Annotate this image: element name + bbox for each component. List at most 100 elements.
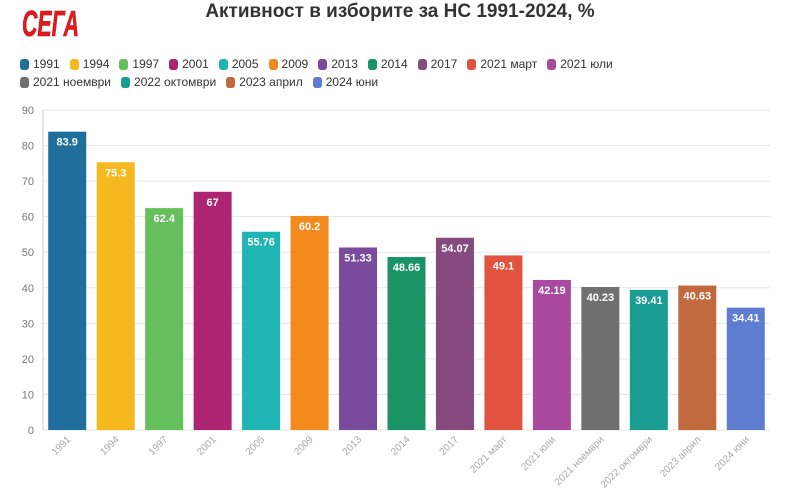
legend-label: 2021 юли (560, 57, 613, 71)
bar (484, 255, 523, 430)
x-tick-label: 2023 април (658, 434, 703, 479)
y-tick-label: 80 (22, 141, 34, 153)
x-tick-label: 2021 юли (519, 434, 558, 473)
x-tick-label: 2017 (438, 434, 462, 458)
bar (387, 256, 426, 430)
bar (435, 237, 474, 430)
legend-swatch (218, 58, 228, 70)
legend-swatch (226, 76, 236, 88)
legend-label: 2005 (231, 57, 259, 71)
y-tick-label: 0 (28, 425, 34, 437)
bar (48, 131, 87, 430)
data-label: 75.3 (105, 167, 126, 179)
legend-swatch (169, 58, 179, 70)
legend-item[interactable]: 2009 (268, 56, 309, 72)
bar (629, 289, 668, 430)
legend-item[interactable]: 2005 (218, 56, 259, 72)
legend-item[interactable]: 2023 април (226, 74, 303, 90)
chart-title: Активност в изборите за НС 1991-2024, % (205, 1, 595, 22)
legend-item[interactable]: 2022 октомври (121, 74, 216, 90)
data-label: 55.76 (247, 237, 275, 249)
y-tick-label: 60 (22, 212, 34, 224)
x-tick-label: 2005 (244, 434, 268, 458)
legend-swatch (318, 58, 328, 70)
data-label: 62.4 (153, 213, 175, 225)
bar (145, 208, 184, 430)
y-tick-label: 30 (22, 318, 34, 330)
x-tick-label: 2009 (292, 434, 316, 458)
legend-label: 2017 (430, 57, 458, 71)
legend-swatch (69, 58, 79, 70)
bar (581, 286, 620, 430)
x-tick-label: 2013 (341, 434, 365, 458)
legend-item[interactable]: 2013 (318, 56, 358, 72)
legend-item[interactable]: 2021 ноември (20, 74, 111, 90)
bar (96, 162, 135, 430)
legend-label: 2023 април (239, 75, 303, 89)
legend-swatch (467, 58, 477, 70)
bar (678, 285, 717, 430)
y-tick-label: 10 (22, 389, 34, 401)
legend-item[interactable]: 1997 (119, 56, 159, 72)
legend-swatch (119, 58, 129, 70)
legend-item[interactable]: 2021 юли (547, 56, 613, 72)
y-tick-label: 70 (22, 176, 34, 188)
data-label: 51.33 (344, 252, 372, 264)
legend-item[interactable]: 2021 март (467, 56, 537, 72)
legend-item[interactable]: 1991 (20, 56, 60, 72)
legend-item[interactable]: 2017 (417, 56, 458, 72)
legend-label: 1997 (132, 57, 160, 71)
legend-swatch (20, 76, 29, 88)
legend-item[interactable]: 2001 (169, 56, 209, 72)
y-tick-label: 20 (22, 354, 34, 366)
y-tick-label: 50 (22, 247, 34, 259)
x-tick-label: 2014 (389, 434, 413, 458)
x-tick-label: 2024 юни (713, 434, 752, 473)
legend-label: 1994 (82, 57, 110, 71)
legend-label: 2009 (281, 57, 309, 71)
legend-swatch (417, 58, 427, 70)
data-label: 49.1 (493, 260, 514, 272)
data-label: 48.66 (393, 262, 421, 274)
data-label: 42.19 (538, 285, 566, 297)
bar (193, 191, 232, 430)
data-label: 67 (207, 197, 219, 209)
x-tick-label: 1991 (50, 434, 74, 458)
logo-text: СЕГА (22, 4, 79, 42)
x-tick-label: 2021 март (468, 434, 510, 476)
legend-label: 2024 юни (325, 75, 379, 89)
legend-item[interactable]: 2024 юни (312, 74, 379, 90)
legend-item[interactable]: 1994 (69, 56, 110, 72)
x-tick-label: 2021 ноември (553, 434, 607, 488)
y-tick-label: 90 (22, 105, 34, 117)
legend-swatch (20, 58, 29, 70)
legend-label: 1991 (33, 57, 60, 71)
data-label: 39.41 (635, 295, 663, 307)
legend-label: 2021 ноември (33, 75, 112, 89)
legend-swatch (121, 76, 131, 88)
bar (726, 307, 765, 430)
x-tick-label: 2022 октомври (599, 434, 655, 490)
bar (532, 279, 571, 430)
x-tick-label: 2001 (195, 434, 219, 458)
y-tick-label: 40 (22, 283, 34, 295)
x-tick-label: 1994 (98, 434, 122, 458)
sega-logo: СЕГА (22, 3, 80, 45)
legend-swatch (547, 58, 557, 70)
data-label: 40.63 (684, 291, 712, 303)
legend-label: 2001 (182, 57, 209, 71)
x-tick-label: 1997 (147, 434, 171, 458)
legend-swatch (367, 58, 377, 70)
legend-label: 2014 (380, 57, 408, 71)
bar (339, 247, 378, 430)
data-label: 34.41 (732, 313, 760, 325)
legend-label: 2022 октомври (134, 75, 217, 89)
chart-legend: 1991 1994 1997 2001 2005 2009 2013 2014 2017 2021… (20, 56, 720, 90)
legend-item[interactable]: 2014 (367, 56, 408, 72)
bar (290, 215, 329, 430)
data-label: 40.23 (587, 292, 615, 304)
legend-swatch (312, 76, 322, 88)
data-label: 54.07 (441, 243, 469, 255)
legend-swatch (268, 58, 278, 70)
legend-label: 2013 (331, 57, 358, 71)
